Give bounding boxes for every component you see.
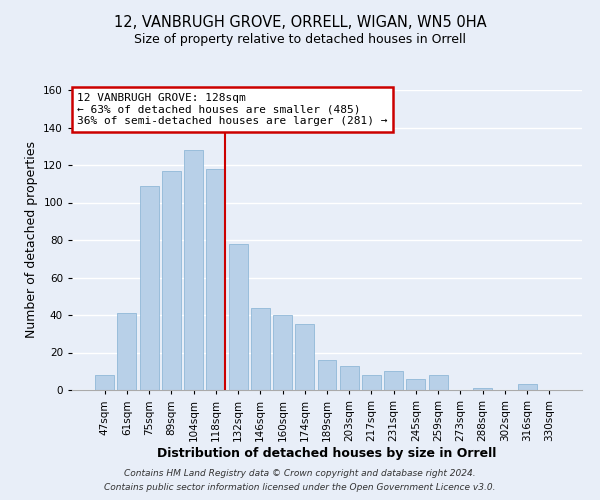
Bar xyxy=(184,150,203,390)
Bar xyxy=(273,315,292,390)
Bar xyxy=(118,313,136,390)
Bar xyxy=(340,366,359,390)
Text: Size of property relative to detached houses in Orrell: Size of property relative to detached ho… xyxy=(134,32,466,46)
Bar xyxy=(95,375,114,390)
Bar xyxy=(362,375,381,390)
X-axis label: Distribution of detached houses by size in Orrell: Distribution of detached houses by size … xyxy=(157,446,497,460)
Bar xyxy=(206,169,225,390)
Bar xyxy=(384,371,403,390)
Bar xyxy=(317,360,337,390)
Text: 12, VANBRUGH GROVE, ORRELL, WIGAN, WN5 0HA: 12, VANBRUGH GROVE, ORRELL, WIGAN, WN5 0… xyxy=(113,15,487,30)
Text: Contains public sector information licensed under the Open Government Licence v3: Contains public sector information licen… xyxy=(104,484,496,492)
Bar xyxy=(429,375,448,390)
Bar xyxy=(229,244,248,390)
Bar xyxy=(140,186,158,390)
Bar xyxy=(473,388,492,390)
Bar xyxy=(251,308,270,390)
Bar xyxy=(162,170,181,390)
Bar xyxy=(406,379,425,390)
Y-axis label: Number of detached properties: Number of detached properties xyxy=(25,142,38,338)
Bar xyxy=(295,324,314,390)
Text: Contains HM Land Registry data © Crown copyright and database right 2024.: Contains HM Land Registry data © Crown c… xyxy=(124,468,476,477)
Text: 12 VANBRUGH GROVE: 128sqm
← 63% of detached houses are smaller (485)
36% of semi: 12 VANBRUGH GROVE: 128sqm ← 63% of detac… xyxy=(77,93,388,126)
Bar xyxy=(518,384,536,390)
